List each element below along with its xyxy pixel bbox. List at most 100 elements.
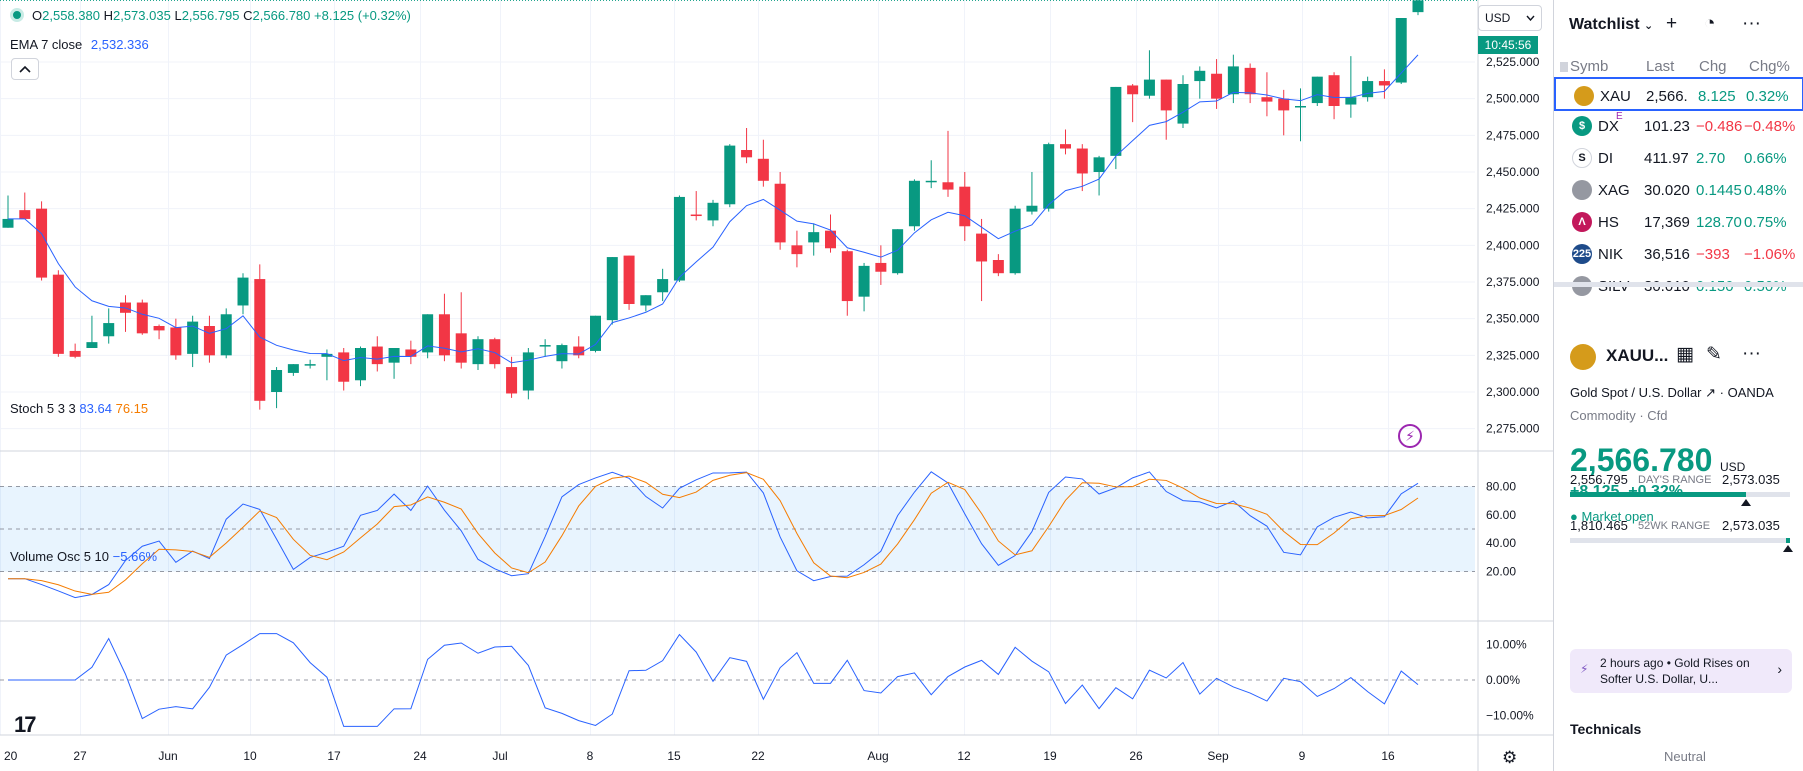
candle-body[interactable] [1227,66,1239,95]
candle-body[interactable] [1362,81,1374,98]
candle-body[interactable] [1026,205,1038,212]
lightning-icon[interactable]: ⚡ [1398,424,1422,448]
candle-body[interactable] [1295,106,1306,108]
description-text[interactable]: Gold Spot / U.S. Dollar [1570,385,1702,400]
watchlist-row[interactable]: XAU 2,566. 8.125 0.32% [1554,77,1803,111]
candle-body[interactable] [153,326,165,331]
candle-body[interactable] [271,370,283,392]
candle-body[interactable] [992,260,1004,274]
col-chg[interactable]: Chg [1699,58,1727,75]
candle-body[interactable] [1395,18,1407,83]
external-link-icon[interactable]: ↗ [1705,385,1717,400]
candle-body[interactable] [875,262,887,272]
collapse-legend-button[interactable] [11,58,39,80]
candle-body[interactable] [489,339,501,365]
add-symbol-icon[interactable]: + [1666,13,1678,34]
edit-note-icon[interactable]: ✎ [1706,344,1722,365]
stoch-k-line[interactable] [8,471,1419,599]
candle-body[interactable] [19,210,31,219]
grid-layout-icon[interactable]: ▦ [1676,344,1694,365]
candle-body[interactable] [741,150,753,158]
candle-body[interactable] [1211,73,1223,99]
candle-body[interactable] [1076,148,1088,174]
candle-body[interactable] [1278,98,1290,111]
candle-body[interactable] [103,323,115,337]
candle-body[interactable] [472,339,484,365]
candle-body[interactable] [590,315,601,351]
candle-body[interactable] [136,302,148,334]
candle-body[interactable] [942,182,954,190]
candle-body[interactable] [1412,0,1424,13]
candle-body[interactable] [908,180,920,227]
candle-body[interactable] [757,158,769,181]
candle-body[interactable] [355,348,366,381]
candle-body[interactable] [438,314,450,356]
candle-body[interactable] [1194,70,1206,82]
candle-body[interactable] [86,342,98,348]
candle-body[interactable] [405,349,417,357]
candle-body[interactable] [455,333,467,363]
candle-body[interactable] [388,348,400,363]
candle-body[interactable] [1378,81,1390,86]
candle-body[interactable] [774,183,786,243]
candle-body[interactable] [1244,67,1256,95]
watchlist-row[interactable]: XAG 30.020 0.1445 0.48% [1554,173,1803,207]
news-card[interactable]: ⚡ 2 hours ago • Gold Rises on Softer U.S… [1570,649,1792,693]
settings-gear-icon[interactable]: ⚙ [1502,748,1518,767]
candle-body[interactable] [1143,79,1155,96]
candle-body[interactable] [690,214,702,217]
candle-body[interactable] [287,364,299,373]
candle-body[interactable] [1261,97,1273,102]
candle-body[interactable] [69,350,81,357]
candle-body[interactable] [539,345,551,347]
candle-body[interactable] [724,145,736,205]
candle-body[interactable] [657,279,669,293]
candle-body[interactable] [640,295,652,306]
col-symbol[interactable]: Symb [1570,58,1609,75]
candle-body[interactable] [321,353,333,357]
more-icon[interactable]: ··· [1742,13,1761,34]
candle-body[interactable] [1043,144,1055,209]
candle-body[interactable] [52,274,64,354]
chart-canvas[interactable]: 2,525.000 2,500.000 2,475.000 2,450.000 2,42… [0,0,1553,771]
stoch-d-line[interactable] [8,472,1419,595]
watchlist-title[interactable]: Watchlist ⌄ [1569,16,1653,34]
candle-body[interactable] [522,352,534,391]
candle-body[interactable] [959,186,971,227]
technicals-title[interactable]: Technicals [1570,721,1642,737]
candle-body[interactable] [220,314,232,356]
col-chgp[interactable]: Chg% [1749,58,1790,75]
candle-body[interactable] [976,233,988,262]
candle-body[interactable] [808,232,820,243]
candle-body[interactable] [1160,79,1172,111]
tradingview-logo-icon[interactable]: 17 [14,712,37,737]
candle-body[interactable] [1177,84,1189,124]
candle-body[interactable] [170,327,182,356]
candle-body[interactable] [187,321,199,354]
candle-body[interactable] [422,314,434,353]
watchlist-row[interactable]: S DI 411.97 2.70 0.66% [1554,141,1803,175]
ema-line[interactable] [8,54,1419,364]
candle-body[interactable] [707,202,719,221]
candle-body[interactable] [1093,157,1105,172]
col-last[interactable]: Last [1646,58,1675,75]
candle-body[interactable] [858,265,870,297]
candle-body[interactable] [673,196,685,281]
detail-more-icon[interactable]: ··· [1742,343,1761,364]
panel-divider[interactable] [1554,282,1803,287]
candle-body[interactable] [1328,75,1340,106]
candle-body[interactable] [36,208,48,278]
volume-osc-legend[interactable]: Volume Osc 5 10 −5.66% [10,549,157,564]
currency-select[interactable]: USD [1478,5,1542,31]
resize-handle-icon[interactable] [1560,62,1568,72]
candle-body[interactable] [1127,85,1139,95]
candle-body[interactable] [1345,97,1357,105]
candle-body[interactable] [1311,76,1323,104]
candle-body[interactable] [825,230,836,249]
stoch-legend[interactable]: Stoch 5 3 3 83.64 76.15 [10,401,148,416]
watchlist-row[interactable]: 225 NIK 36,516 −393 −1.06% [1554,237,1803,271]
candle-body[interactable] [573,346,585,356]
candle-body[interactable] [2,218,14,228]
candle-body[interactable] [841,251,853,302]
volume-osc-line[interactable] [8,633,1419,727]
